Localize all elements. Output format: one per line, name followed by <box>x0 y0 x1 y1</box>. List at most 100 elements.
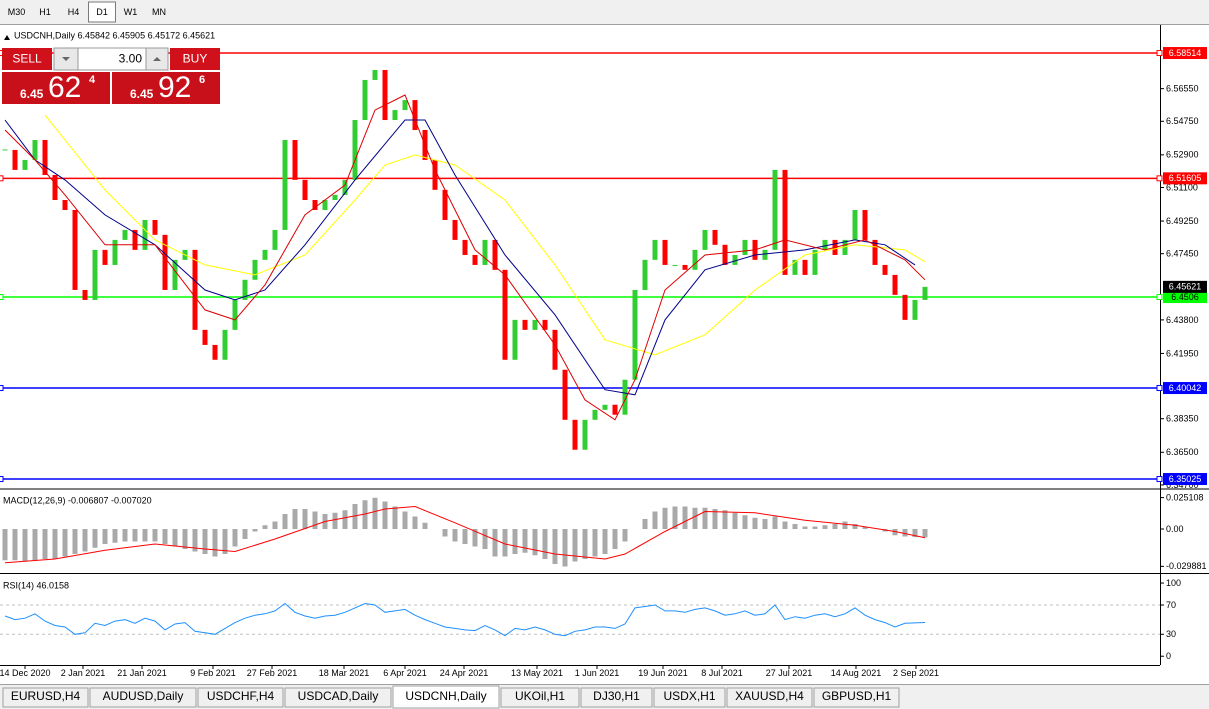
macd-bar <box>442 529 448 537</box>
y-tick-label: -0.029881 <box>1166 561 1207 571</box>
timeframe-button[interactable] <box>2 1 31 23</box>
symbol-tab[interactable] <box>2 687 89 708</box>
macd-bar <box>772 516 778 529</box>
symbol-tab-label: USDCAD,Daily <box>298 689 379 703</box>
macd-bar <box>862 526 868 529</box>
x-tick-label: 14 Aug 2021 <box>831 668 882 678</box>
macd-bar <box>692 507 698 529</box>
candle <box>492 239 498 270</box>
bid-big: 62 <box>48 71 81 104</box>
timeframe-button[interactable] <box>116 1 145 23</box>
candle <box>162 234 168 290</box>
timeframe-label: D1 <box>96 7 108 17</box>
candle <box>102 249 108 265</box>
candle <box>362 79 368 121</box>
buy-button[interactable] <box>170 48 220 70</box>
macd-bar <box>462 529 468 544</box>
candle <box>912 299 918 320</box>
timeframe-button[interactable] <box>145 1 173 23</box>
symbol-tab-label: AUDUSD,Daily <box>103 689 184 703</box>
level-handle <box>0 175 4 182</box>
candle <box>52 174 58 201</box>
level-label-box <box>1163 291 1207 304</box>
symbol-tab[interactable] <box>392 685 500 709</box>
level-label: 6.4506 <box>1171 292 1199 302</box>
y-tick-label: 6.36500 <box>1166 447 1199 457</box>
level-handle <box>1156 294 1163 301</box>
y-tick-label: 0 <box>1166 651 1171 661</box>
x-tick-label: 14 Dec 2020 <box>0 668 51 678</box>
candle <box>262 249 268 260</box>
candle <box>632 289 638 380</box>
arrow-down <box>62 57 70 61</box>
x-tick-label: 2 Jan 2021 <box>61 668 106 678</box>
x-tick-label: 27 Feb 2021 <box>247 668 298 678</box>
symbol-tab[interactable] <box>89 687 197 708</box>
macd-bar <box>172 529 178 547</box>
candle <box>502 269 508 360</box>
macd-bar <box>762 519 768 529</box>
candle <box>232 299 238 330</box>
symbol-tab[interactable] <box>726 687 813 708</box>
ask-prefix: 6.45 <box>130 87 154 101</box>
macd-bar <box>262 525 268 529</box>
macd-bar <box>542 529 548 559</box>
y-tick-label: 6.43800 <box>1166 315 1199 325</box>
candle <box>452 219 458 240</box>
candle <box>192 249 198 330</box>
macd-bar <box>302 509 308 529</box>
macd-bar <box>642 519 648 529</box>
candle <box>712 229 718 245</box>
last-price-box <box>1163 280 1207 293</box>
symbol-tab-label: USDX,H1 <box>663 689 715 703</box>
candle <box>282 139 288 230</box>
buy-label: BUY <box>183 52 208 66</box>
y-tick-label: 0.025108 <box>1166 492 1204 502</box>
timeframe-button[interactable] <box>88 1 116 23</box>
macd-bar <box>832 524 838 529</box>
macd-bar <box>362 500 368 529</box>
bid-box[interactable] <box>2 72 110 104</box>
symbol-tab[interactable] <box>197 687 284 708</box>
sell-button[interactable] <box>2 48 52 70</box>
candle <box>602 404 608 410</box>
candle <box>572 419 578 450</box>
candle <box>412 100 418 131</box>
x-tick-label: 21 Jan 2021 <box>117 668 167 678</box>
candle <box>612 404 618 415</box>
candle <box>802 259 808 275</box>
candle <box>462 239 468 255</box>
candle <box>662 239 668 265</box>
y-tick-label: 100 <box>1166 578 1181 588</box>
arrow-up <box>153 57 161 61</box>
level-label: 6.51605 <box>1169 173 1202 183</box>
timeframe-button[interactable] <box>59 1 88 23</box>
candle <box>592 409 598 420</box>
symbol-tab[interactable] <box>580 687 653 708</box>
candle <box>762 249 768 260</box>
symbol-tab[interactable] <box>813 687 900 708</box>
macd-bar <box>722 510 728 529</box>
x-tick-label: 27 Jul 2021 <box>766 668 813 678</box>
candle <box>372 69 378 80</box>
candle <box>622 379 628 415</box>
timeframe-button[interactable] <box>31 1 59 23</box>
ask-small: 6 <box>199 74 205 86</box>
ask-box[interactable] <box>112 72 220 104</box>
candle <box>702 229 708 250</box>
symbol-tab[interactable] <box>653 687 726 708</box>
macd-bar <box>752 517 758 529</box>
macd-bar <box>412 516 418 529</box>
macd-bar <box>342 510 348 529</box>
macd-bar <box>22 529 28 562</box>
symbol-tab-label: USDCHF,H4 <box>207 689 275 703</box>
volume-value: 3.00 <box>119 52 143 66</box>
macd-bar <box>72 529 78 554</box>
symbol-tab[interactable] <box>500 687 580 708</box>
symbol-tab[interactable] <box>284 687 392 708</box>
macd-bar <box>612 529 618 549</box>
macd-bar <box>562 529 568 567</box>
candle <box>542 319 548 330</box>
macd-bar <box>12 529 18 561</box>
